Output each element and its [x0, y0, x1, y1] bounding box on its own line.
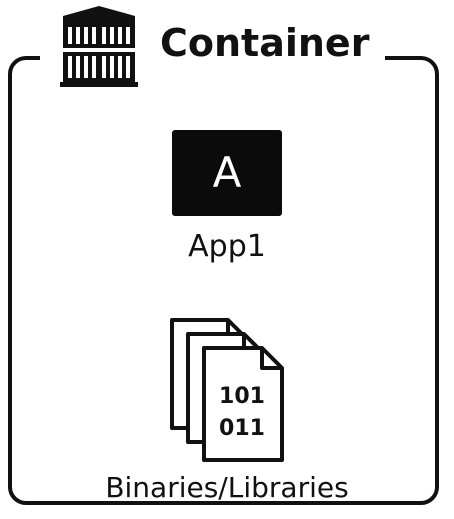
binary-line-1: 101 — [219, 384, 265, 409]
binaries-label: Binaries/Libraries — [105, 471, 349, 504]
shipping-container-icon — [60, 6, 138, 87]
binary-line-2: 011 — [219, 416, 265, 441]
app-label: App1 — [188, 229, 266, 264]
app-tile-icon: A — [172, 130, 282, 216]
container-title: Container — [160, 21, 370, 65]
stacked-documents-icon: 101 011 — [170, 318, 284, 462]
app-letter: A — [212, 148, 242, 197]
document-front — [202, 346, 284, 462]
